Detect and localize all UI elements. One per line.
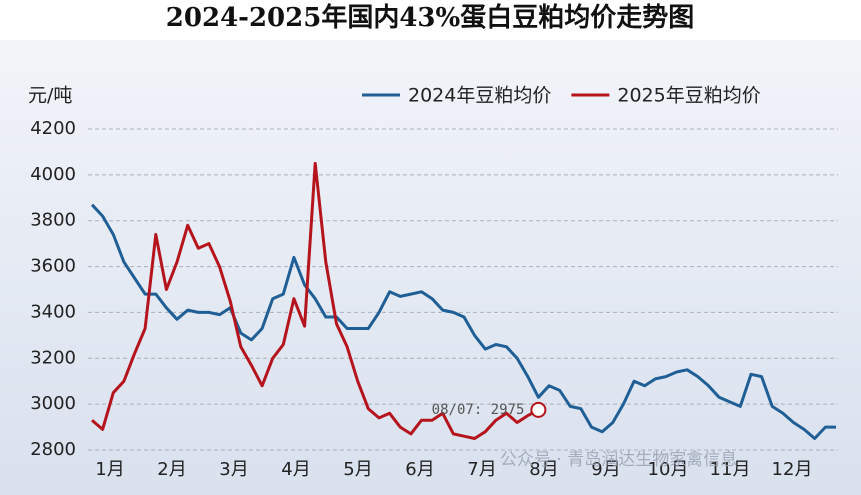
y-tick-label: 2800 [30, 439, 76, 460]
x-tick-label: 5月 [343, 459, 372, 480]
line-series [90, 203, 836, 440]
chart-title: 2024-2025年国内43%蛋白豆粕均价走势图 [166, 2, 694, 33]
x-tick-label: 1月 [95, 459, 124, 480]
x-tick-label: 4月 [281, 459, 310, 480]
x-tick-label: 8月 [529, 459, 558, 480]
x-tick-label: 11月 [710, 459, 751, 480]
legend-label: 2024年豆粕均价 [408, 85, 551, 107]
line-series [91, 161, 540, 440]
title-band [0, 0, 861, 40]
y-tick-label: 4200 [30, 118, 76, 139]
highlight-point [530, 401, 547, 418]
y-tick-label: 3400 [30, 301, 76, 322]
watermark: 公众号 · 青岛润达生物家禽信息 [500, 450, 737, 470]
y-tick-label: 3600 [30, 256, 76, 277]
x-tick-label: 7月 [467, 459, 496, 480]
legend-label: 2025年豆粕均价 [617, 85, 760, 107]
x-tick-label: 12月 [772, 459, 813, 480]
x-tick-label: 3月 [219, 459, 248, 480]
y-tick-label: 4000 [30, 164, 76, 185]
y-tick-label: 3200 [30, 347, 76, 368]
x-tick-label: 6月 [405, 459, 434, 480]
x-tick-label: 10月 [648, 459, 689, 480]
annotation: 08/07: 2975 [432, 402, 525, 418]
y-axis-label: 元/吨 [28, 85, 72, 107]
y-tick-label: 3800 [30, 210, 76, 231]
y-tick-label: 3000 [30, 393, 76, 414]
x-tick-label: 9月 [591, 459, 620, 480]
x-tick-label: 2月 [157, 459, 186, 480]
